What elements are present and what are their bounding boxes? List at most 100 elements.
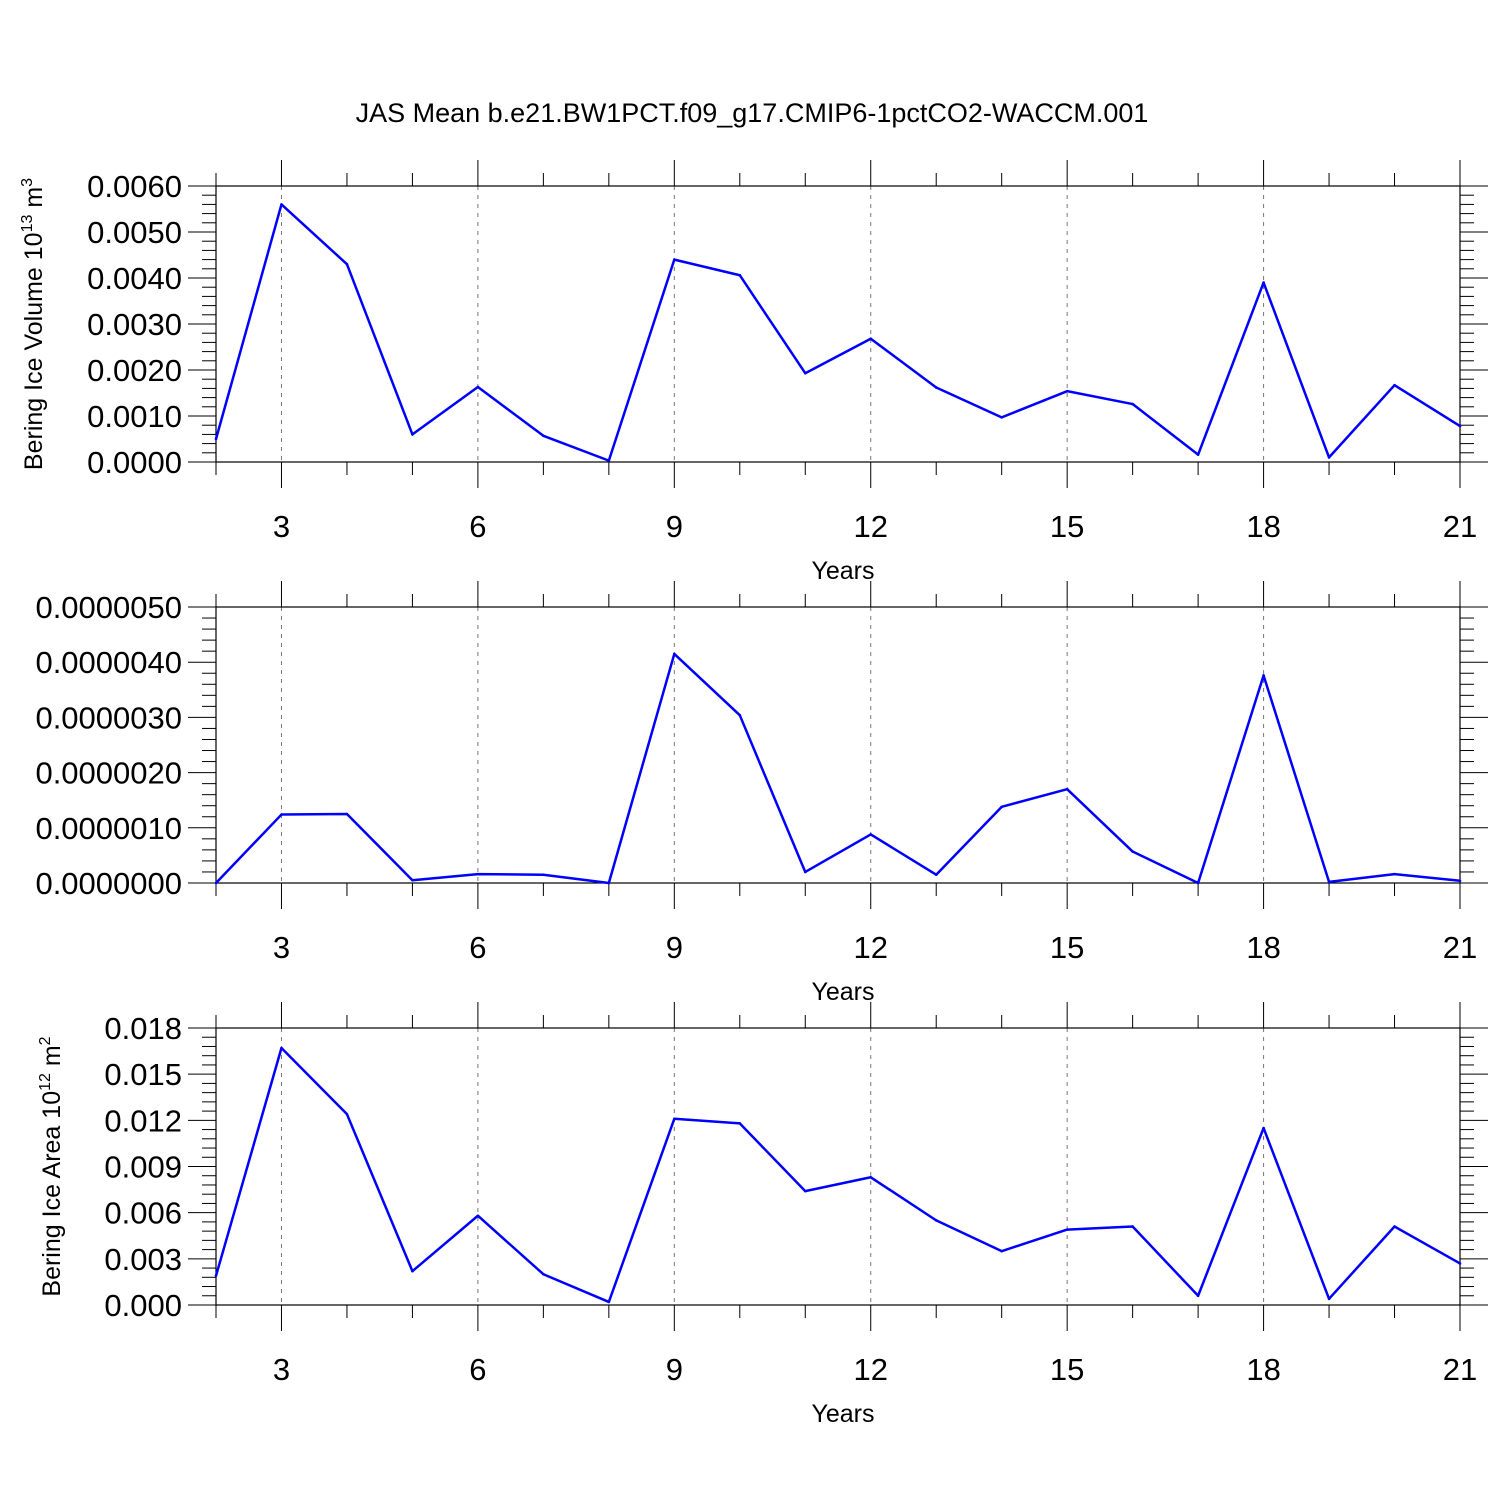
x-tick-label: 3 [273,1352,290,1387]
y-tick-label: 0.0000000 [35,866,182,901]
data-point [1065,1228,1069,1231]
data-point [476,872,480,876]
data-point [1458,1262,1462,1265]
data-point [280,203,283,206]
data-point [542,873,545,877]
data-point [1196,1294,1200,1298]
data-point [673,1117,676,1121]
y-axis-title: Bering Ice Volume 1013 m3 [19,178,48,470]
data-point [1458,424,1462,428]
y-tick-label: 0.0010 [87,399,182,434]
data-point [1327,1297,1331,1301]
x-tick-label: 6 [469,930,486,965]
data-point [411,878,414,882]
panels: 3 6 9 12 15 18 21 0.0000 0.0010 0.0020 0.0030 0.004… [19,160,1488,1428]
ylabel-text: Bering Ice Volume 10 [20,232,48,470]
data-point [1131,1225,1134,1228]
data-point [214,881,218,885]
y-tick-label: 0.012 [104,1103,182,1138]
data-point [1327,880,1331,884]
plot-frame [215,185,1461,463]
data-point [542,1272,545,1276]
x-tick-label: 9 [666,509,683,544]
x-tick-label: 9 [666,930,683,965]
x-tick-label: 15 [1050,930,1084,965]
ylabel-unit-exponent: 3 [19,178,36,187]
data-point [1393,383,1396,387]
y-tick-label: 0.009 [104,1150,182,1185]
data-point [738,273,742,277]
y-tick-label: 0.0000030 [35,700,182,735]
data-point [1262,281,1265,284]
data-point [803,1189,807,1193]
data-point [738,1122,742,1125]
ylabel-exponent: 13 [19,215,36,233]
series-line-area [214,1046,1461,1304]
y-tick-label: 0.0000040 [35,645,182,680]
data-point [673,258,676,261]
data-point [1131,402,1134,406]
data-point [345,1112,349,1116]
data-point [869,1175,873,1179]
x-axis-title: Years [811,978,874,1006]
data-point [673,652,676,656]
series-line-thickness [215,652,1461,885]
ylabel-unit-exponent: 2 [37,1036,54,1045]
series-line-volume [214,203,1461,462]
data-point [280,813,283,816]
y-tick-label: 0.018 [104,1011,182,1046]
data-point [607,881,611,885]
x-axis-title: Years [811,1400,874,1428]
data-point [1196,881,1200,885]
panel-1: 3 6 9 12 15 18 21 0.0000 0.0010 0.0020 0.0030 0.004… [19,160,1488,585]
x-tick-label: 18 [1246,930,1280,965]
x-axis-title: Years [811,557,874,585]
y-tick-label: 0.0040 [87,261,182,296]
y-tick-label: 0.0060 [87,169,182,204]
figure-title: JAS Mean b.e21.BW1PCT.f09_g17.CMIP6-1pct… [356,98,1149,128]
x-tick-label: 3 [273,930,290,965]
y-tick-label: 0.0000020 [35,756,182,791]
data-point [1000,416,1003,419]
x-tick-label: 12 [853,509,887,544]
plot-frame [215,606,1461,884]
data-point [280,1046,283,1050]
ylabel-text: Bering Ice Area 10 [38,1091,66,1297]
x-tick-label: 12 [853,1352,887,1387]
x-tick-label: 21 [1443,930,1477,965]
panel-2: 3 6 9 12 15 18 21 0.0000000 0.0000010 0.0000020 0.… [35,581,1488,1006]
data-point [803,371,807,375]
y-tick-label: 0.0000050 [35,590,182,625]
data-point [1393,1225,1396,1228]
y-tick-label: 0.0030 [87,307,182,342]
data-point [934,873,938,877]
data-point [411,1269,414,1273]
y-tick-label: 0.0020 [87,353,182,388]
y-axis-title: Bering Ice Area 1012 m2 [37,1036,66,1296]
data-point [1262,674,1265,677]
x-tick-label: 21 [1443,509,1477,544]
data-point [1065,389,1069,393]
data-point [1327,456,1331,459]
data-point [1000,1249,1003,1253]
data-point [214,437,218,441]
data-point [1262,1126,1265,1130]
data-point [869,337,873,341]
ylabel-exponent: 12 [37,1073,54,1091]
y-tick-label: 0.003 [104,1242,182,1277]
x-tick-label: 9 [666,1352,683,1387]
panel-3: 3 6 9 12 15 18 21 0.000 0.003 0.006 0.009 0.012 0.01… [37,1002,1488,1428]
ylabel-unit: m [20,187,48,215]
data-point [476,385,480,389]
data-point [607,1300,611,1304]
data-point [934,1219,938,1222]
data-point [803,870,807,874]
y-tick-label: 0.015 [104,1057,182,1092]
data-point [1000,805,1003,809]
y-tick-label: 0.0000010 [35,811,182,846]
x-tick-label: 18 [1246,1352,1280,1387]
x-tick-label: 18 [1246,509,1280,544]
data-point [1065,787,1069,791]
x-tick-label: 12 [853,930,887,965]
